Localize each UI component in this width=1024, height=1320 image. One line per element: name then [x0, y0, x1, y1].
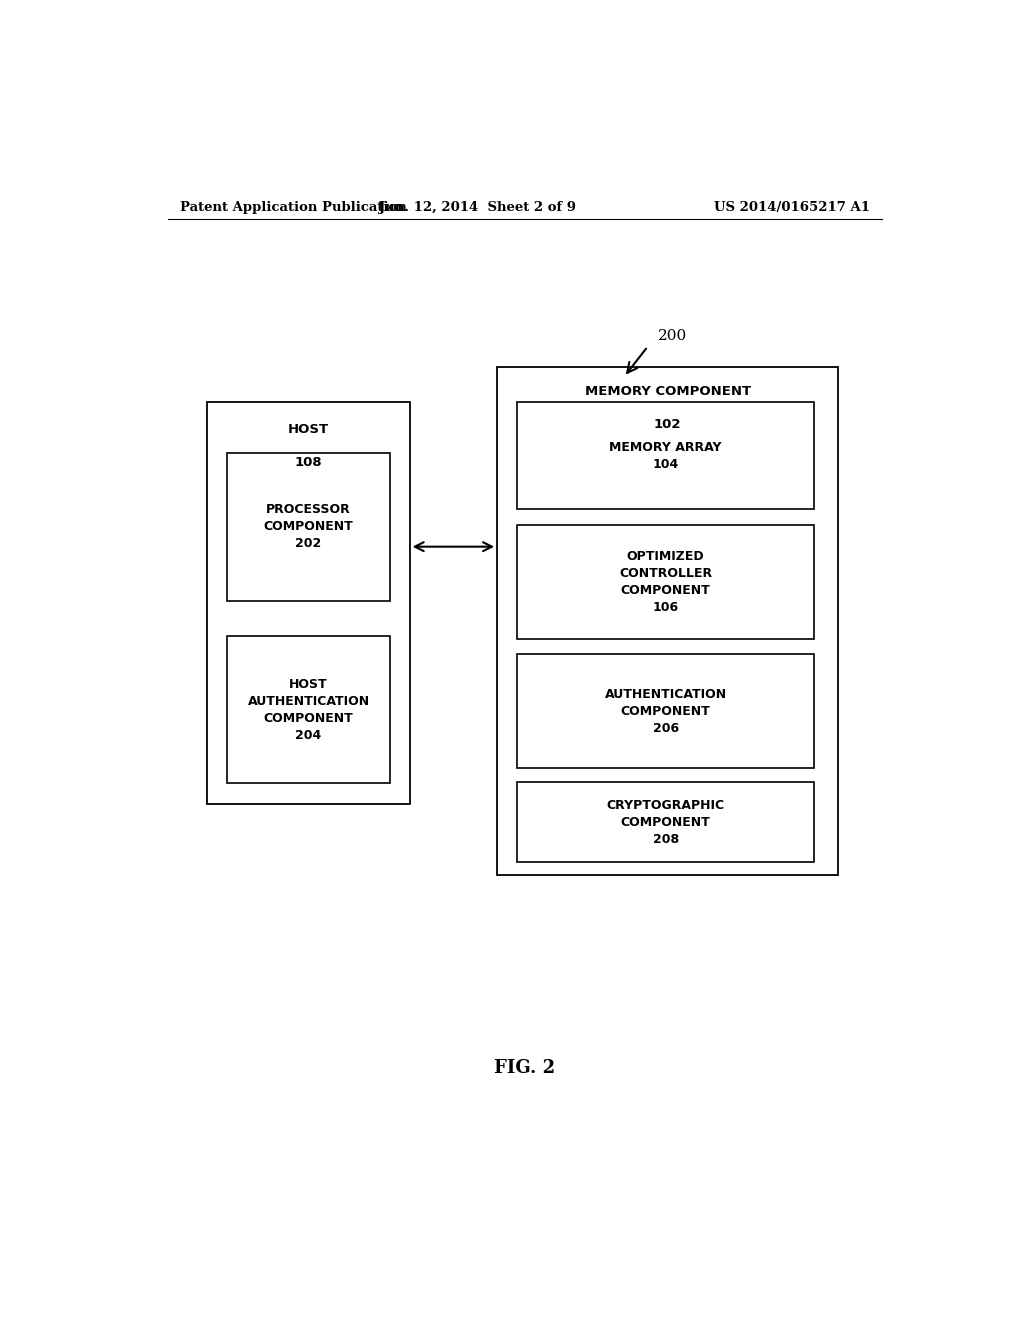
- Text: AUTHENTICATION
COMPONENT
206: AUTHENTICATION COMPONENT 206: [604, 688, 727, 735]
- Text: HOST
AUTHENTICATION
COMPONENT
204: HOST AUTHENTICATION COMPONENT 204: [248, 677, 370, 742]
- Text: Jun. 12, 2014  Sheet 2 of 9: Jun. 12, 2014 Sheet 2 of 9: [379, 201, 575, 214]
- Bar: [227, 453, 390, 601]
- Text: 200: 200: [658, 330, 687, 343]
- Text: MEMORY ARRAY
104: MEMORY ARRAY 104: [609, 441, 722, 471]
- Bar: [227, 636, 390, 784]
- Bar: [517, 783, 814, 862]
- Text: CRYPTOGRAPHIC
COMPONENT
208: CRYPTOGRAPHIC COMPONENT 208: [606, 799, 725, 846]
- Text: MEMORY COMPONENT: MEMORY COMPONENT: [585, 385, 751, 399]
- Text: HOST: HOST: [288, 422, 329, 436]
- Bar: [517, 403, 814, 510]
- Text: 108: 108: [295, 457, 323, 469]
- Text: FIG. 2: FIG. 2: [495, 1059, 555, 1077]
- Bar: [207, 403, 410, 804]
- Bar: [517, 655, 814, 768]
- Text: US 2014/0165217 A1: US 2014/0165217 A1: [714, 201, 870, 214]
- Text: 102: 102: [654, 417, 681, 430]
- Text: Patent Application Publication: Patent Application Publication: [179, 201, 407, 214]
- Text: OPTIMIZED
CONTROLLER
COMPONENT
106: OPTIMIZED CONTROLLER COMPONENT 106: [620, 550, 713, 614]
- Bar: [517, 525, 814, 639]
- Bar: [497, 367, 839, 875]
- Text: PROCESSOR
COMPONENT
202: PROCESSOR COMPONENT 202: [263, 503, 353, 550]
